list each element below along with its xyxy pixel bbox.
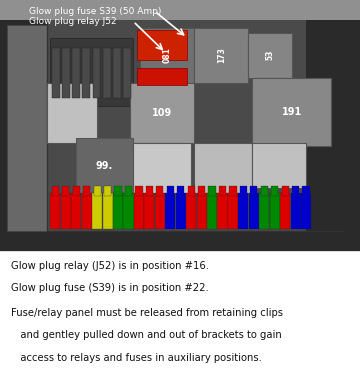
Bar [93,48,100,98]
Bar [208,186,216,196]
FancyBboxPatch shape [194,143,252,194]
Bar [73,186,80,196]
Text: access to relays and fuses in auxiliary positions.: access to relays and fuses in auxiliary … [11,352,262,363]
Bar [186,194,196,229]
Bar [198,186,205,196]
Bar [144,194,154,229]
Bar [104,186,111,196]
Bar [72,48,80,98]
Text: 99.: 99. [96,161,113,171]
Text: Glow plug fuse (S39) is in position #22.: Glow plug fuse (S39) is in position #22. [11,284,208,293]
Bar [94,186,101,196]
Bar [306,18,356,231]
Text: 53: 53 [266,50,275,60]
Bar [71,194,81,229]
Bar [83,186,90,196]
Bar [123,194,134,229]
Bar [137,68,187,86]
Bar [92,194,102,229]
Bar [135,186,143,196]
Bar [240,186,247,196]
Bar [103,194,113,229]
Bar [228,194,238,229]
Bar [229,186,237,196]
FancyBboxPatch shape [140,28,194,83]
Bar [259,194,269,229]
Bar [50,38,133,105]
Bar [146,186,153,196]
FancyBboxPatch shape [133,143,191,194]
Text: and gentley pulled down and out of brackets to gain: and gentley pulled down and out of brack… [11,330,282,340]
Bar [134,194,144,229]
Bar [7,25,108,231]
FancyBboxPatch shape [47,83,97,143]
FancyBboxPatch shape [252,143,306,188]
Bar [197,194,207,229]
Bar [188,186,195,196]
Bar [250,186,257,196]
Text: Glow plug fuse S39 (50 Amp): Glow plug fuse S39 (50 Amp) [29,7,161,16]
Bar [261,186,268,196]
Bar [47,18,342,231]
Bar [123,48,131,98]
Bar [291,194,301,229]
Text: 191: 191 [282,107,302,117]
Bar [176,194,186,229]
Bar [52,186,59,196]
Bar [137,30,187,60]
Bar [62,48,70,98]
Bar [280,194,290,229]
Text: 081: 081 [163,47,172,63]
Bar [52,48,60,98]
Bar [114,186,122,196]
Bar [177,186,184,196]
FancyBboxPatch shape [76,138,133,194]
Bar [219,186,226,196]
Bar [165,194,175,229]
Text: Fuse/relay panel must be released from retaining clips: Fuse/relay panel must be released from r… [11,308,283,318]
Bar [271,186,278,196]
FancyBboxPatch shape [252,78,331,146]
Text: 109: 109 [152,108,172,118]
Bar [155,194,165,229]
Bar [207,194,217,229]
Bar [61,194,71,229]
Bar [301,194,311,229]
FancyBboxPatch shape [248,33,292,78]
Bar [282,186,289,196]
Text: Glow plug relay (J52) is in position #16.: Glow plug relay (J52) is in position #16… [11,261,209,271]
Bar [62,186,69,196]
Bar [249,194,259,229]
Bar [270,194,280,229]
Bar [156,186,163,196]
Bar [113,194,123,229]
Text: 173: 173 [217,47,226,63]
Bar [217,194,228,229]
Bar [113,48,121,98]
Bar [292,186,299,196]
Text: Glow plug relay J52: Glow plug relay J52 [29,17,116,26]
Bar [238,194,248,229]
Bar [103,48,111,98]
FancyBboxPatch shape [194,28,248,83]
Bar [82,48,90,98]
Bar [302,186,310,196]
Bar [0,0,360,20]
FancyBboxPatch shape [130,83,194,143]
Bar [82,194,92,229]
Bar [167,186,174,196]
Bar [125,186,132,196]
Bar [50,194,60,229]
